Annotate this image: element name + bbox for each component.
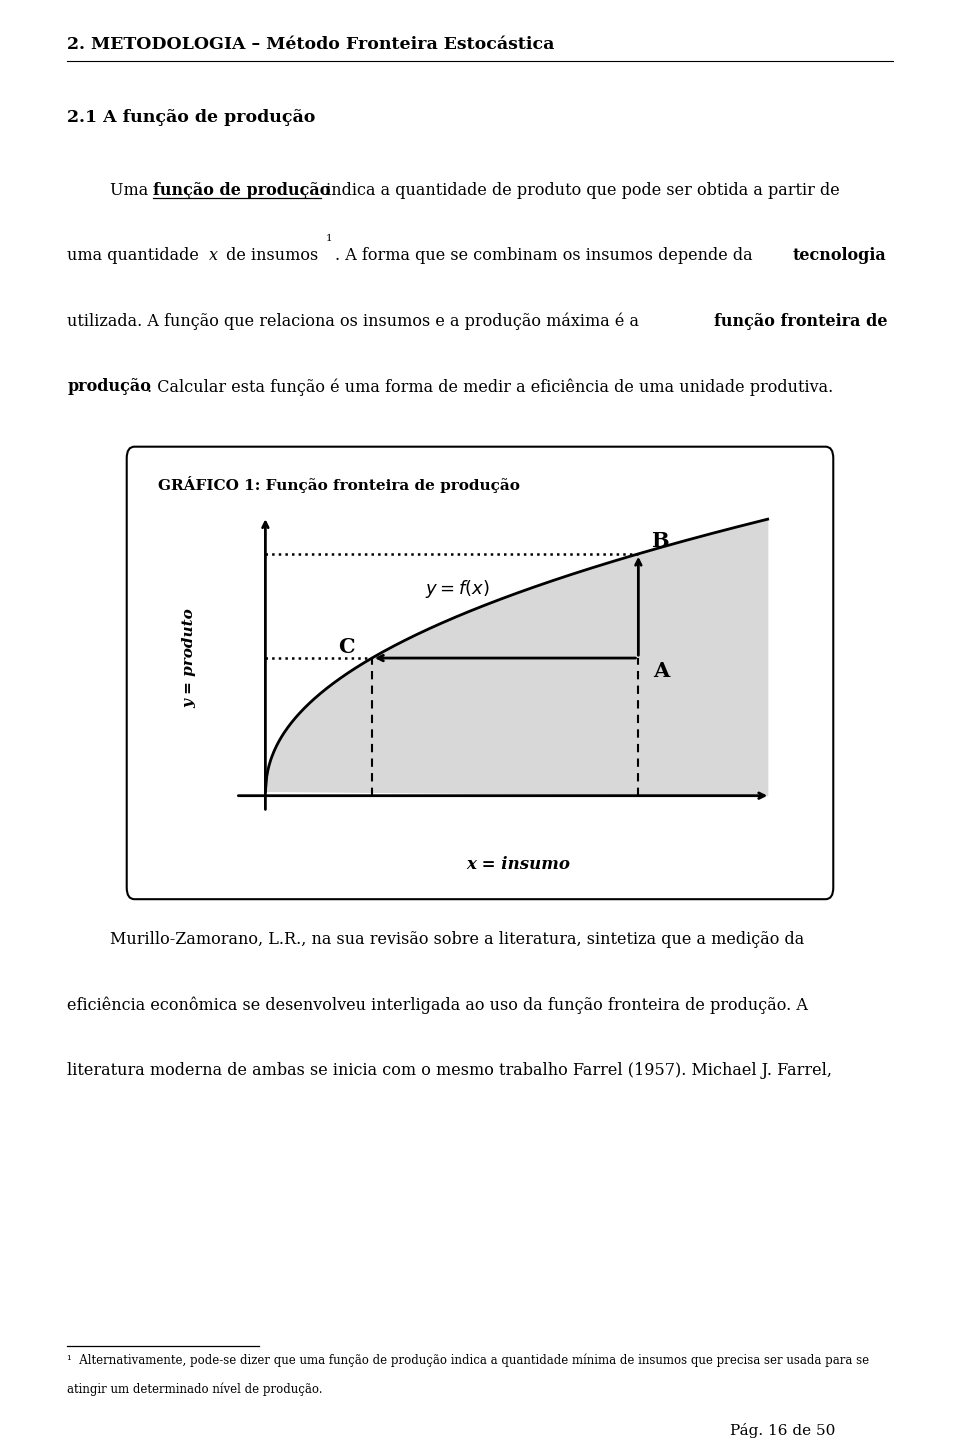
Text: produção: produção <box>67 378 151 396</box>
Polygon shape <box>265 519 768 796</box>
Text: $y = f(x)$: $y = f(x)$ <box>424 578 490 601</box>
Text: ¹  Alternativamente, pode-se dizer que uma função de produção indica a quantidad: ¹ Alternativamente, pode-se dizer que um… <box>67 1353 870 1366</box>
Text: x = insumo: x = insumo <box>467 856 570 873</box>
Text: tecnologia: tecnologia <box>793 247 887 265</box>
Text: B: B <box>651 531 668 551</box>
Text: C: C <box>338 637 354 656</box>
Text: função fronteira de: função fronteira de <box>714 313 888 330</box>
Text: 1: 1 <box>325 234 332 243</box>
Text: Pág. 16 de 50: Pág. 16 de 50 <box>730 1423 835 1438</box>
Text: indica a quantidade de produto que pode ser obtida a partir de: indica a quantidade de produto que pode … <box>321 182 839 199</box>
Text: 2.1 A função de produção: 2.1 A função de produção <box>67 109 316 127</box>
Text: 2. METODOLOGIA – Método Fronteira Estocástica: 2. METODOLOGIA – Método Fronteira Estocá… <box>67 36 555 54</box>
Text: x: x <box>209 247 218 265</box>
Text: . A forma que se combinam os insumos depende da: . A forma que se combinam os insumos dep… <box>335 247 757 265</box>
Text: literatura moderna de ambas se inicia com o mesmo trabalho Farrel (1957). Michae: literatura moderna de ambas se inicia co… <box>67 1062 832 1080</box>
Text: função de produção: função de produção <box>153 182 330 199</box>
FancyBboxPatch shape <box>127 447 833 899</box>
Text: de insumos: de insumos <box>221 247 318 265</box>
Text: . Calcular esta função é uma forma de medir a eficiência de uma unidade produtiv: . Calcular esta função é uma forma de me… <box>147 378 833 396</box>
Text: eficiência econômica se desenvolveu interligada ao uso da função fronteira de pr: eficiência econômica se desenvolveu inte… <box>67 997 808 1014</box>
Text: y = produto: y = produto <box>182 608 196 709</box>
Text: atingir um determinado nível de produção.: atingir um determinado nível de produção… <box>67 1382 323 1395</box>
Text: uma quantidade: uma quantidade <box>67 247 204 265</box>
Text: Murillo-Zamorano, L.R., na sua revisão sobre a literatura, sintetiza que a mediç: Murillo-Zamorano, L.R., na sua revisão s… <box>110 931 804 949</box>
Text: A: A <box>653 661 669 681</box>
Text: Uma: Uma <box>110 182 154 199</box>
Text: GRÁFICO 1: Função fronteira de produção: GRÁFICO 1: Função fronteira de produção <box>158 476 520 493</box>
Text: utilizada. A função que relaciona os insumos e a produção máxima é a: utilizada. A função que relaciona os ins… <box>67 313 644 330</box>
